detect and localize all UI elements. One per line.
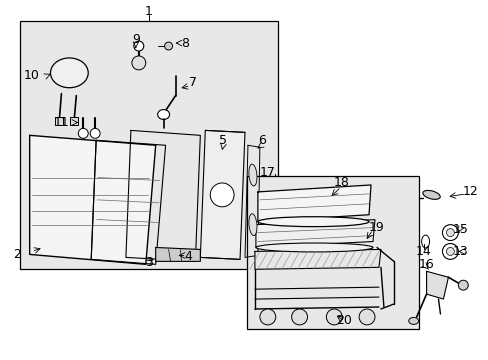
Polygon shape bbox=[257, 185, 370, 222]
Text: 3: 3 bbox=[144, 256, 152, 269]
Text: 6: 6 bbox=[257, 134, 265, 147]
Text: 15: 15 bbox=[451, 223, 468, 236]
Text: 11: 11 bbox=[54, 116, 69, 129]
Ellipse shape bbox=[157, 109, 169, 120]
Bar bbox=[246, 176, 418, 329]
Polygon shape bbox=[30, 135, 155, 264]
Text: 14: 14 bbox=[415, 245, 430, 258]
Polygon shape bbox=[155, 247, 200, 261]
Circle shape bbox=[358, 309, 374, 325]
Circle shape bbox=[134, 41, 143, 51]
Ellipse shape bbox=[50, 58, 88, 88]
Text: 20: 20 bbox=[336, 314, 351, 327]
Text: 17: 17 bbox=[259, 166, 275, 179]
Ellipse shape bbox=[408, 318, 418, 324]
Bar bbox=[20, 21, 277, 269]
Ellipse shape bbox=[255, 243, 372, 252]
Circle shape bbox=[90, 129, 100, 138]
Circle shape bbox=[442, 243, 457, 260]
Circle shape bbox=[442, 225, 457, 240]
Text: 4: 4 bbox=[184, 250, 192, 263]
Circle shape bbox=[259, 309, 275, 325]
Circle shape bbox=[325, 309, 342, 325]
Circle shape bbox=[457, 280, 468, 290]
Text: 5: 5 bbox=[219, 134, 227, 147]
Polygon shape bbox=[255, 220, 374, 247]
Polygon shape bbox=[91, 140, 165, 264]
Circle shape bbox=[132, 56, 145, 70]
Text: 1: 1 bbox=[144, 5, 152, 18]
Polygon shape bbox=[254, 249, 380, 269]
Text: 13: 13 bbox=[451, 245, 467, 258]
Bar bbox=[70, 117, 78, 125]
Ellipse shape bbox=[248, 164, 257, 186]
Text: 2: 2 bbox=[13, 248, 20, 261]
Text: 10: 10 bbox=[24, 69, 40, 82]
Text: 18: 18 bbox=[333, 176, 348, 189]
Circle shape bbox=[210, 183, 234, 207]
Circle shape bbox=[164, 42, 172, 50]
Polygon shape bbox=[426, 271, 447, 299]
Circle shape bbox=[291, 309, 307, 325]
Polygon shape bbox=[244, 145, 259, 257]
Circle shape bbox=[446, 247, 453, 255]
Text: 19: 19 bbox=[368, 221, 384, 234]
Circle shape bbox=[446, 229, 453, 237]
Bar bbox=[55, 117, 63, 125]
Ellipse shape bbox=[248, 214, 257, 235]
Polygon shape bbox=[200, 130, 244, 260]
Text: 9: 9 bbox=[132, 33, 140, 46]
Text: 16: 16 bbox=[418, 258, 433, 271]
Ellipse shape bbox=[422, 190, 439, 199]
Text: 8: 8 bbox=[181, 37, 189, 50]
Text: 12: 12 bbox=[462, 185, 477, 198]
Polygon shape bbox=[126, 130, 200, 261]
Circle shape bbox=[78, 129, 88, 138]
Ellipse shape bbox=[257, 217, 368, 227]
Ellipse shape bbox=[421, 235, 428, 248]
Text: 7: 7 bbox=[189, 76, 197, 89]
